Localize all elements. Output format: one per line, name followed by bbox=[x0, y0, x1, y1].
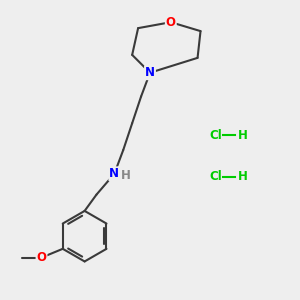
Text: N: N bbox=[109, 167, 119, 180]
Text: O: O bbox=[37, 251, 46, 264]
Text: N: N bbox=[145, 66, 155, 79]
Text: Cl: Cl bbox=[209, 129, 222, 142]
Text: H: H bbox=[238, 170, 248, 183]
Text: H: H bbox=[121, 169, 130, 182]
Text: Cl: Cl bbox=[209, 170, 222, 183]
Text: O: O bbox=[166, 16, 176, 29]
Text: H: H bbox=[238, 129, 248, 142]
